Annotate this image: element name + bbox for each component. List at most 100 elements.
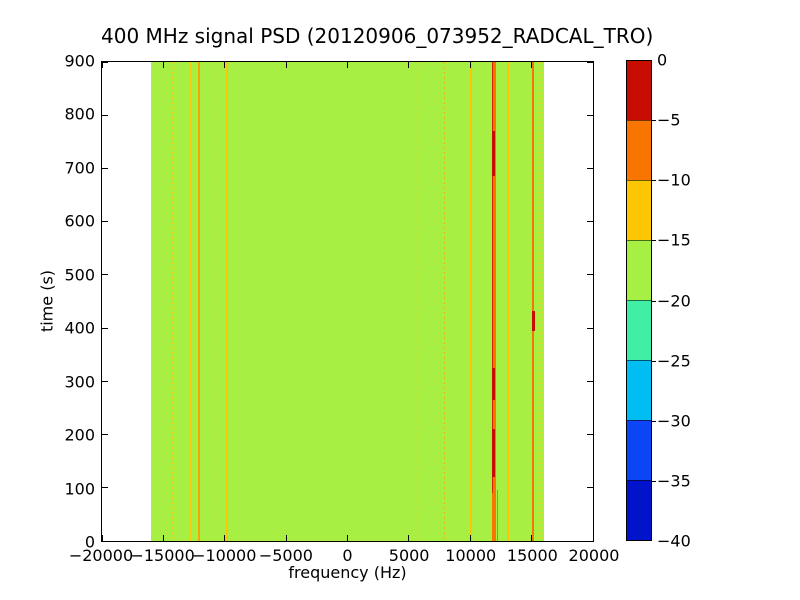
y-tick-mark bbox=[102, 327, 108, 329]
y-tick-mark bbox=[587, 380, 593, 382]
psd-stripe bbox=[181, 62, 183, 541]
colorbar-tick-mark bbox=[652, 420, 656, 422]
y-tick-mark bbox=[102, 167, 108, 169]
x-tick-mark bbox=[102, 535, 103, 541]
x-tick-mark bbox=[531, 62, 533, 68]
y-tick-mark bbox=[587, 327, 593, 329]
x-tick-label: −15000 bbox=[130, 546, 195, 565]
y-tick-mark bbox=[587, 487, 593, 489]
colorbar-band bbox=[627, 300, 651, 360]
y-tick-mark bbox=[102, 221, 108, 223]
colorbar-band bbox=[627, 240, 651, 300]
y-tick-label: 300 bbox=[64, 372, 95, 392]
psd-stripe bbox=[491, 62, 494, 541]
psd-stripe bbox=[153, 62, 155, 541]
colorbar-tick-mark bbox=[652, 240, 656, 242]
colorbar-band bbox=[627, 120, 651, 180]
y-tick-mark bbox=[102, 487, 108, 489]
colorbar-tick-label: −35 bbox=[657, 471, 691, 491]
y-tick-mark bbox=[587, 540, 593, 541]
psd-stripe bbox=[491, 131, 495, 177]
x-tick-mark bbox=[347, 62, 348, 68]
heatmap-data bbox=[151, 62, 544, 541]
psd-stripe bbox=[443, 62, 445, 541]
colorbar-tick-label: −15 bbox=[657, 230, 691, 250]
y-tick-mark bbox=[102, 540, 108, 541]
y-tick-label: 800 bbox=[64, 104, 95, 124]
x-tick-mark bbox=[408, 535, 410, 541]
psd-stripe bbox=[491, 429, 495, 478]
colorbar-tick-label: −25 bbox=[657, 351, 691, 371]
colorbar-tick-label: −10 bbox=[657, 170, 691, 190]
y-tick-mark bbox=[102, 62, 108, 63]
y-tick-label: 400 bbox=[64, 318, 95, 338]
y-tick-mark bbox=[587, 434, 593, 436]
psd-stripe bbox=[538, 62, 540, 541]
psd-stripe bbox=[197, 62, 200, 541]
y-tick-label: 600 bbox=[64, 211, 95, 231]
x-tick-label: 15000 bbox=[506, 546, 558, 565]
x-axis-label: frequency (Hz) bbox=[288, 563, 407, 582]
x-tick-mark bbox=[285, 535, 287, 541]
colorbar-tick-label: 0 bbox=[657, 50, 668, 70]
colorbar-band bbox=[627, 480, 651, 540]
y-tick-mark bbox=[587, 114, 593, 116]
y-tick-mark bbox=[102, 274, 108, 276]
y-tick-mark bbox=[587, 274, 593, 276]
y-axis-tick-labels: 0 100 200 300 400 500 600 700 800 900 bbox=[0, 52, 95, 552]
x-tick-mark bbox=[162, 535, 164, 541]
psd-stripe bbox=[532, 62, 535, 541]
psd-stripe bbox=[532, 311, 535, 331]
x-tick-label: −10000 bbox=[192, 546, 257, 565]
y-tick-label: 100 bbox=[64, 479, 95, 499]
y-tick-label: 900 bbox=[64, 51, 95, 71]
psd-stripe bbox=[189, 62, 191, 541]
x-tick-mark bbox=[592, 62, 593, 68]
y-tick-mark bbox=[102, 380, 108, 382]
x-tick-mark bbox=[162, 62, 164, 68]
colorbar-tick-mark bbox=[652, 120, 656, 122]
psd-stripe bbox=[496, 490, 498, 541]
psd-stripe bbox=[469, 62, 472, 541]
psd-stripe bbox=[215, 62, 217, 541]
x-tick-mark bbox=[469, 62, 471, 68]
x-tick-label: 5000 bbox=[388, 546, 430, 565]
colorbar-band bbox=[627, 420, 651, 480]
psd-stripe bbox=[491, 368, 495, 400]
colorbar-tick-label: −5 bbox=[657, 110, 681, 130]
x-tick-mark bbox=[224, 535, 226, 541]
colorbar-band bbox=[627, 180, 651, 240]
colorbar-tick-mark bbox=[652, 360, 656, 362]
plot-area bbox=[101, 61, 594, 542]
psd-stripe bbox=[172, 62, 174, 541]
x-tick-mark bbox=[285, 62, 287, 68]
colorbar-tick-mark bbox=[652, 300, 656, 302]
psd-stripe bbox=[415, 62, 417, 541]
x-tick-mark bbox=[469, 535, 471, 541]
x-tick-label: 0 bbox=[342, 546, 353, 565]
y-tick-mark bbox=[102, 434, 108, 436]
colorbar bbox=[626, 60, 652, 541]
colorbar-tick-label: −20 bbox=[657, 291, 691, 310]
colorbar-tick-label: −40 bbox=[657, 531, 691, 551]
x-axis-tick-labels: −20000 −15000 −10000 −5000 0 5000 10000 15000 20… bbox=[69, 546, 620, 565]
psd-stripe bbox=[491, 62, 496, 541]
x-tick-mark bbox=[224, 62, 226, 68]
colorbar-band bbox=[627, 360, 651, 420]
colorbar-tick-labels: 0 −5 −10 −15 −20 −25 −30 −35 −40 bbox=[657, 51, 727, 551]
x-tick-mark bbox=[592, 535, 593, 541]
y-tick-label: 0 bbox=[84, 532, 95, 552]
x-tick-mark bbox=[408, 62, 410, 68]
colorbar-tick-mark bbox=[652, 180, 656, 182]
x-tick-label: −20000 bbox=[68, 546, 134, 565]
y-tick-mark bbox=[587, 167, 593, 169]
colorbar-band bbox=[627, 61, 651, 120]
x-tick-label: −5000 bbox=[258, 546, 313, 565]
psd-stripe bbox=[226, 62, 229, 541]
x-tick-mark bbox=[531, 535, 533, 541]
psd-stripe bbox=[507, 62, 510, 541]
psd-stripe bbox=[540, 62, 545, 541]
y-tick-mark bbox=[587, 62, 593, 63]
y-tick-label: 700 bbox=[64, 158, 95, 178]
